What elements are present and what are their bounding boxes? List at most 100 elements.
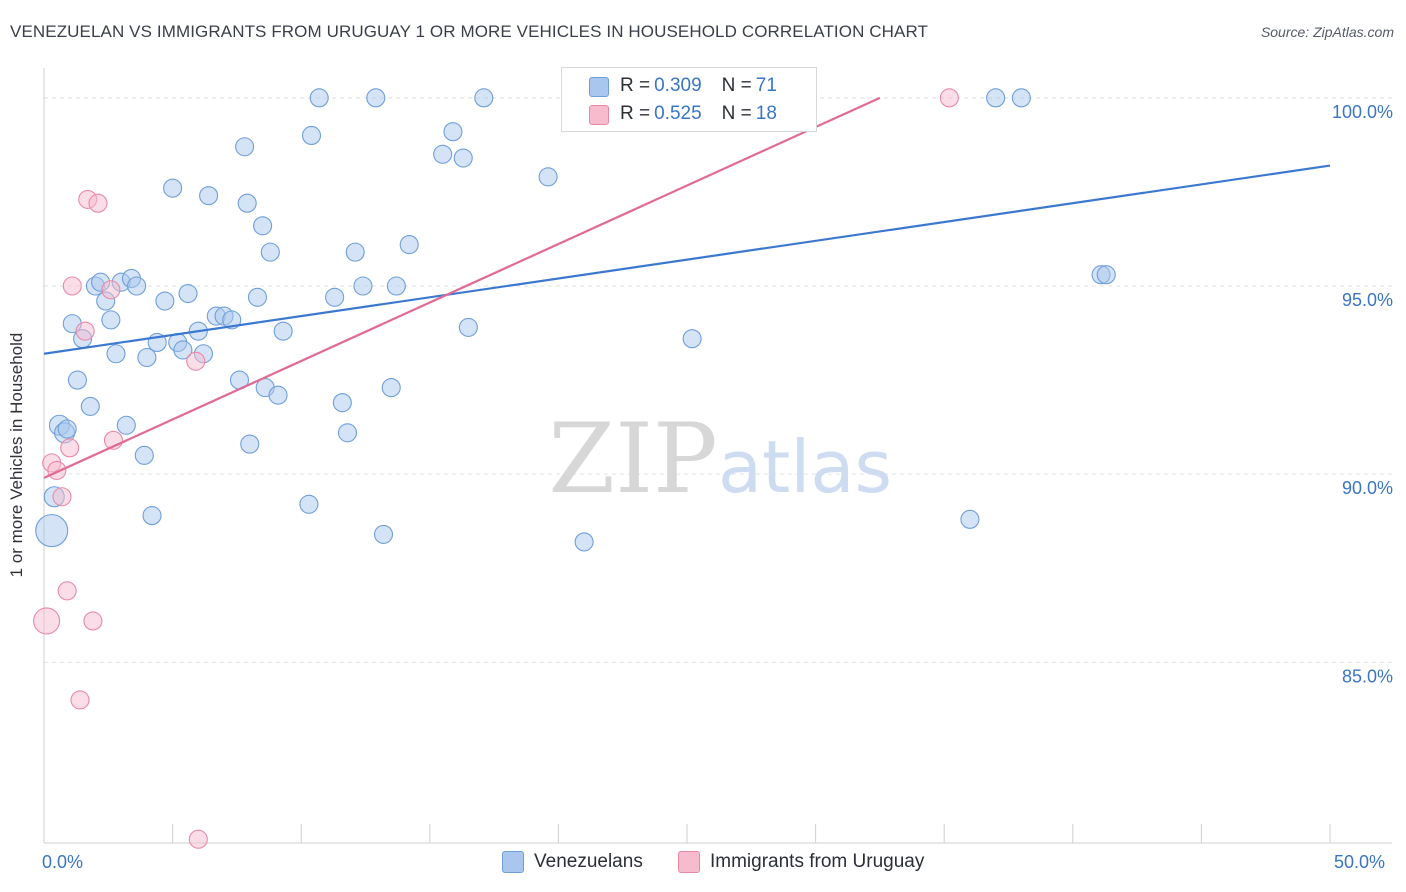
axes <box>43 68 1392 844</box>
y-axis-label: 1 or more Vehicles in Household <box>7 332 26 578</box>
series-legend: Venezuelans Immigrants from Uruguay <box>0 851 1406 879</box>
series-label: Venezuelans <box>534 851 643 872</box>
series-swatch-venezuelans <box>502 851 524 873</box>
x-tick-label-min: 0.0% <box>42 852 84 872</box>
venezuelan-point <box>247 287 268 307</box>
venezuelan-point <box>222 310 242 330</box>
venezuelan-point <box>268 385 288 405</box>
venezuelan-point <box>163 178 183 198</box>
uruguay-point <box>939 88 959 108</box>
venezuelan-point <box>332 393 352 413</box>
uruguay-point <box>52 487 72 507</box>
venezuelan-point <box>443 122 463 142</box>
legend-row-venezuelans: R = 0.309 N = 71 <box>620 73 777 99</box>
venezuelan-point <box>116 415 136 435</box>
venezuelan-point <box>101 310 121 330</box>
series-label: Immigrants from Uruguay <box>710 851 925 872</box>
venezuelan-point <box>474 88 494 108</box>
watermark-atlas: atlas <box>718 425 892 509</box>
n-label: N = <box>721 103 752 124</box>
venezuelan-point <box>386 276 406 296</box>
y-tick-labels: 85.0% 90.0% 95.0% 100.0% <box>1332 102 1393 687</box>
r-label: R = <box>620 103 651 124</box>
y-tick-label: 85.0% <box>1342 666 1393 686</box>
venezuelan-point <box>134 445 154 465</box>
venezuelan-point <box>538 167 558 187</box>
uruguay-point <box>33 607 61 635</box>
uruguay-point <box>62 276 82 296</box>
scatter-points <box>33 88 1116 849</box>
uruguay-trend-line <box>43 96 881 479</box>
venezuelan-point <box>173 340 193 360</box>
venezuelan-point <box>67 370 87 390</box>
venezuelan-point <box>458 317 478 337</box>
y-tick-label: 90.0% <box>1342 478 1393 498</box>
venezuelan-point <box>142 506 162 526</box>
series-legend-uruguay[interactable]: Immigrants from Uruguay <box>678 851 924 873</box>
venezuelan-point <box>35 514 69 548</box>
venezuelan-point <box>237 193 257 213</box>
venezuelan-point <box>960 509 980 529</box>
venezuelan-point <box>399 235 419 255</box>
venezuelan-point <box>337 423 358 443</box>
r-value: 0.309 <box>654 75 702 96</box>
watermark-zip: ZIP <box>548 403 717 515</box>
uruguay-point <box>57 581 77 601</box>
venezuelan-point <box>137 347 157 368</box>
uruguay-point <box>186 351 206 371</box>
legend-swatch-uruguay <box>589 105 609 125</box>
x-tick-label-max: 50.0% <box>1334 852 1386 872</box>
venezuelan-point <box>986 88 1006 108</box>
venezuelan-point <box>366 88 386 108</box>
trend-lines <box>43 96 1331 479</box>
uruguay-point <box>88 193 108 213</box>
venezuelan-point <box>240 434 260 454</box>
venezuelan-point <box>273 321 293 341</box>
venezuelan-point <box>235 137 255 157</box>
venezuelan-point <box>309 88 329 108</box>
venezuelan-trend-line <box>43 164 1331 355</box>
venezuelan-point <box>106 344 126 364</box>
uruguay-point <box>188 829 208 849</box>
venezuelan-point <box>574 532 594 552</box>
venezuelan-point <box>682 329 702 349</box>
legend-swatch-venezuelans <box>589 77 609 97</box>
r-label: R = <box>620 75 651 96</box>
venezuelan-point <box>127 276 147 296</box>
venezuelan-point <box>453 148 473 168</box>
uruguay-point <box>83 611 103 631</box>
venezuelan-point <box>260 242 280 262</box>
legend-row-uruguay: R = 0.525 N = 18 <box>620 101 777 127</box>
series-legend-venezuelans[interactable]: Venezuelans <box>502 851 643 873</box>
uruguay-point <box>60 438 80 458</box>
uruguay-point <box>101 280 121 300</box>
venezuelan-point <box>80 396 100 416</box>
venezuelan-point <box>433 144 453 164</box>
n-label: N = <box>721 75 752 96</box>
venezuelan-point <box>253 216 273 236</box>
y-tick-label: 95.0% <box>1342 290 1393 310</box>
chart-title: VENEZUELAN VS IMMIGRANTS FROM URUGUAY 1 … <box>10 22 929 41</box>
venezuelan-point <box>199 186 219 206</box>
venezuelan-point <box>178 283 198 304</box>
watermark: ZIP atlas <box>548 403 892 515</box>
venezuelan-point <box>301 125 322 146</box>
venezuelan-point <box>325 287 345 307</box>
venezuelan-point <box>353 276 373 296</box>
uruguay-point <box>70 690 90 710</box>
venezuelan-point <box>1096 265 1116 285</box>
correlation-legend: R = 0.309 N = 71 R = 0.525 N = 18 <box>561 67 817 132</box>
venezuelan-point <box>1011 88 1031 108</box>
venezuelan-point <box>299 494 319 514</box>
r-value: 0.525 <box>654 103 702 124</box>
venezuelan-point <box>381 378 401 398</box>
venezuelan-point <box>373 524 394 544</box>
venezuelan-point <box>155 291 175 311</box>
series-swatch-uruguay <box>678 851 700 873</box>
venezuelan-point <box>57 419 77 439</box>
n-value: 71 <box>755 75 777 96</box>
uruguay-point <box>75 321 95 341</box>
venezuelan-point <box>345 242 365 262</box>
y-tick-label: 100.0% <box>1332 102 1393 122</box>
